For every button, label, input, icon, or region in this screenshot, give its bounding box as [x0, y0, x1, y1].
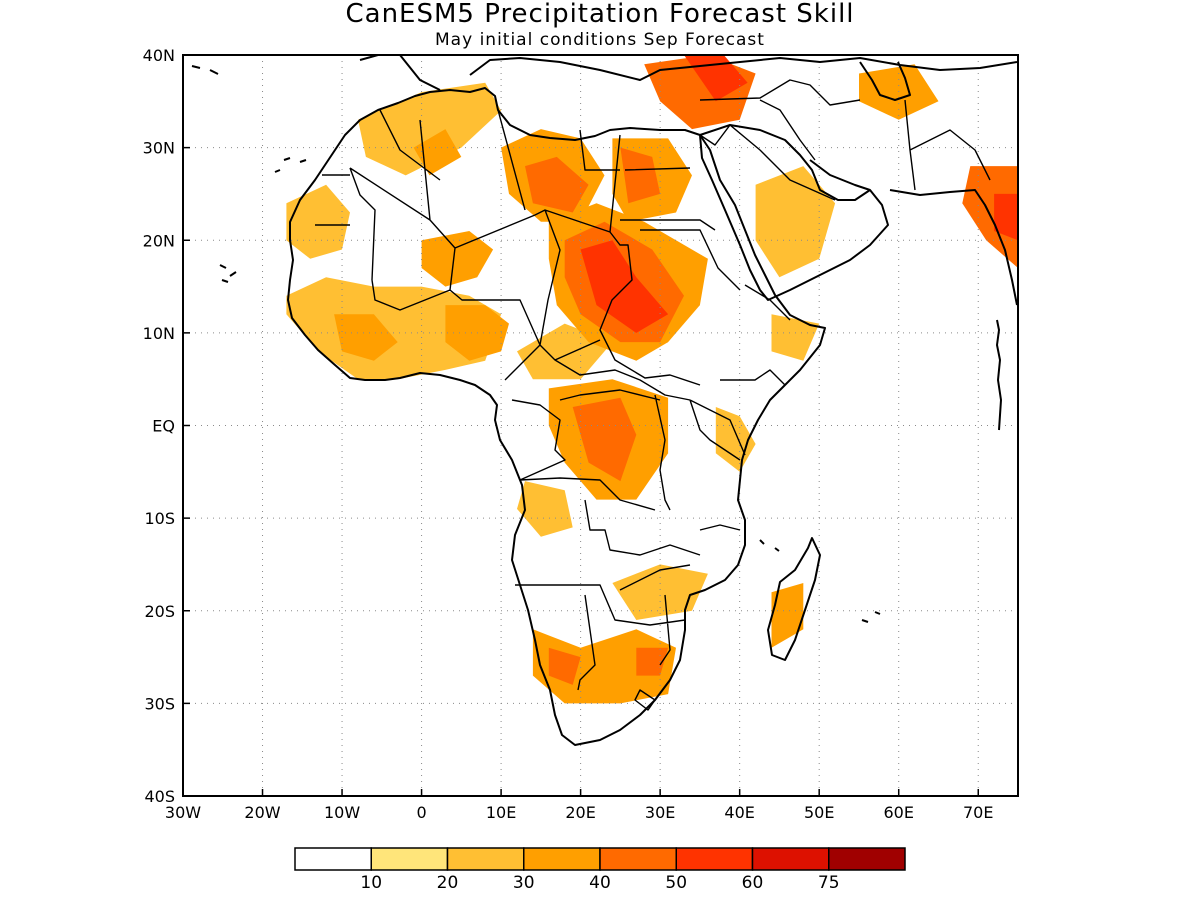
- colorbar-swatch: [599, 847, 677, 871]
- colorbar-swatch: [446, 847, 525, 871]
- gulf-coastline: [809, 159, 1018, 306]
- colorbar-swatch: [294, 847, 372, 871]
- coastline-layer: [191, 55, 1018, 746]
- border-lines: [315, 79, 991, 711]
- colorbar-swatch: [675, 847, 754, 871]
- skill-region-algeria-core: [413, 129, 462, 176]
- lon-tick-label: 30W: [165, 803, 201, 822]
- lon-tick-label: 20W: [244, 803, 280, 822]
- colorbar-swatch: [751, 847, 830, 871]
- lon-tick-label: 60E: [883, 803, 913, 822]
- cape-verde-islands: [219, 264, 237, 283]
- lon-tick-label: 30E: [645, 803, 675, 822]
- figure-title: CanESM5 Precipitation Forecast Skill: [345, 0, 854, 29]
- skill-region-angola: [517, 481, 573, 537]
- skill-region-madagascar: [771, 583, 804, 648]
- lat-tick-label: 20S: [144, 602, 175, 621]
- colorbar-label: 20: [437, 873, 459, 893]
- skill-region-zambia-moz: [612, 564, 708, 620]
- colorbar-label: 40: [589, 873, 611, 893]
- country-borders: [315, 79, 991, 711]
- maldives-islands: [996, 319, 1002, 431]
- lat-tick-label: 40N: [143, 46, 175, 65]
- arabia-coastline: [699, 124, 889, 301]
- comoros-islands: [759, 539, 780, 552]
- madagascar-coastline: [767, 537, 821, 661]
- mascarene-islands: [861, 611, 881, 623]
- lat-tick-label: 10N: [143, 324, 175, 343]
- skill-shading-layer: [286, 55, 1018, 704]
- skill-region-south-africa-east: [636, 647, 669, 676]
- colorbar-swatch: [370, 847, 449, 871]
- canary-islands: [274, 157, 307, 173]
- colorbar-label: 10: [360, 873, 382, 893]
- skill-region-ethiopia-horn: [771, 314, 820, 361]
- skill-region-sudan-chad-max: [580, 240, 669, 333]
- skill-region-mauritania: [286, 184, 350, 259]
- africa-coastline: [287, 87, 826, 746]
- lon-tick-label: 0: [416, 803, 426, 822]
- skill-region-arabia: [755, 166, 836, 278]
- lon-tick-label: 70E: [963, 803, 993, 822]
- colorbar-label: 75: [818, 873, 840, 893]
- lat-tick-label: 10S: [144, 509, 175, 528]
- lon-tick-label: 10E: [486, 803, 516, 822]
- latitude-tick-labels: 40N 30N 20N 10N EQ 10S 20S 30S 40S: [143, 46, 190, 806]
- skill-region-iran: [859, 64, 939, 120]
- skill-region-sahel-west-core: [334, 314, 398, 361]
- azores-islands: [191, 65, 219, 75]
- colorbar-label: 60: [742, 873, 764, 893]
- figure-subtitle: May initial conditions Sep Forecast: [435, 30, 765, 50]
- colorbar-label: 30: [513, 873, 535, 893]
- colorbar: 10 20 30 40 50 60 75: [294, 847, 906, 893]
- skill-region-east-africa: [715, 407, 756, 472]
- skill-region-niger-plateau: [421, 231, 494, 287]
- lon-tick-label: 40E: [724, 803, 754, 822]
- skill-region-congo-core: [572, 397, 637, 482]
- skill-region-libya-core: [525, 156, 589, 213]
- longitude-tick-labels: 30W 20W 10W 0 10E 20E 30E 40E 50E 60E 70E: [165, 789, 993, 822]
- skill-region-india-west-core: [994, 193, 1018, 241]
- lon-tick-label: 10W: [324, 803, 360, 822]
- skill-region-algeria-north: [358, 82, 502, 176]
- lat-tick-label: 30N: [143, 139, 175, 158]
- skill-region-sahel-west: [286, 277, 502, 380]
- lat-tick-label: 20N: [143, 231, 175, 250]
- colorbar-swatch: [523, 847, 601, 871]
- skill-region-egypt-core: [620, 147, 661, 204]
- lat-tick-label: EQ: [152, 417, 175, 436]
- caspian-coastline: [859, 61, 911, 101]
- lon-tick-label: 50E: [804, 803, 834, 822]
- lat-tick-label: 40S: [144, 787, 175, 806]
- skill-region-southern-core: [548, 647, 581, 685]
- colorbar-label: 50: [665, 873, 687, 893]
- colorbar-swatch: [828, 847, 906, 871]
- lon-tick-label: 20E: [565, 803, 595, 822]
- lat-tick-label: 30S: [144, 694, 175, 713]
